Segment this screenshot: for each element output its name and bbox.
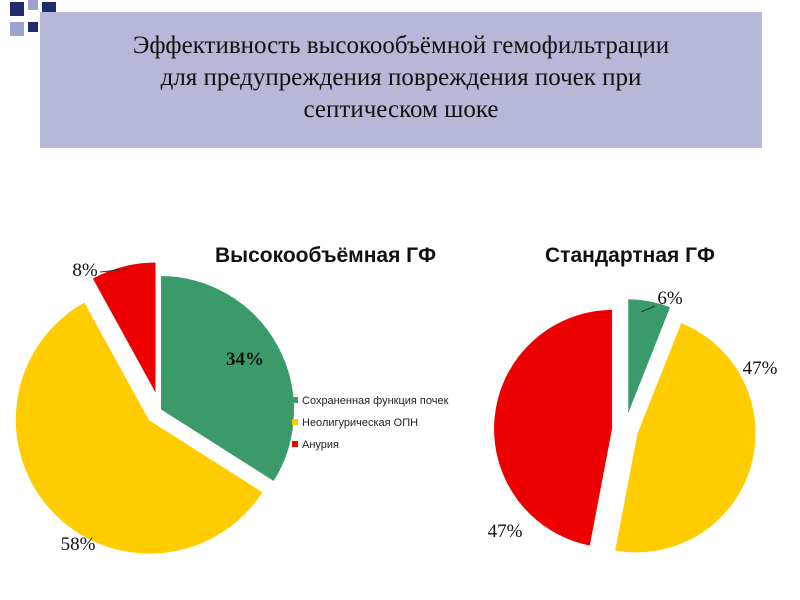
pie-slice xyxy=(626,297,673,419)
legend-label: Неолигурическая ОПН xyxy=(302,417,419,429)
title-band xyxy=(40,12,762,148)
legend-swatch-red xyxy=(292,441,298,447)
legend-label: Сохраненная функция почек xyxy=(302,395,449,407)
pie-data-label: 6% xyxy=(657,288,683,309)
title-line: Эффективность высокообъёмной гемофильтра… xyxy=(132,32,670,59)
deco-square xyxy=(28,22,38,32)
deco-square xyxy=(10,2,24,16)
chart-legend: Сохраненная функция почек Неолигурическа… xyxy=(292,394,452,460)
legend-item: Неолигурическая ОПН xyxy=(292,416,452,430)
title-line: для предупреждения повреждения почек при xyxy=(160,64,642,91)
label-leader-line xyxy=(99,268,129,273)
deco-square xyxy=(10,22,24,36)
pie-slice xyxy=(492,307,615,548)
pie-data-label: 47% xyxy=(488,521,523,542)
legend-swatch-yellow xyxy=(292,419,298,425)
label-leader-line xyxy=(640,305,656,313)
chart-title-high-volume: Высокообъёмная ГФ xyxy=(215,244,436,267)
pie-data-label: 58% xyxy=(61,534,96,555)
chart-title-standard: Стандартная ГФ xyxy=(545,244,715,267)
pie-data-label: 34% xyxy=(226,349,264,370)
page-title: Эффективность высокообъёмной гемофильтра… xyxy=(40,30,762,126)
pie-slice xyxy=(159,273,296,484)
deco-square xyxy=(28,0,38,10)
legend-item: Анурия xyxy=(292,438,452,452)
legend-item: Сохраненная функция почек xyxy=(292,394,452,408)
pie-slice xyxy=(612,320,758,555)
legend-label: Анурия xyxy=(302,439,340,451)
pie-slice xyxy=(13,299,266,556)
pie-data-label: 8% xyxy=(72,260,98,281)
title-line: септическом шоке xyxy=(303,96,499,123)
legend-swatch-green xyxy=(292,397,298,403)
pie-data-label: 47% xyxy=(743,358,778,379)
pie-slice xyxy=(90,260,158,397)
